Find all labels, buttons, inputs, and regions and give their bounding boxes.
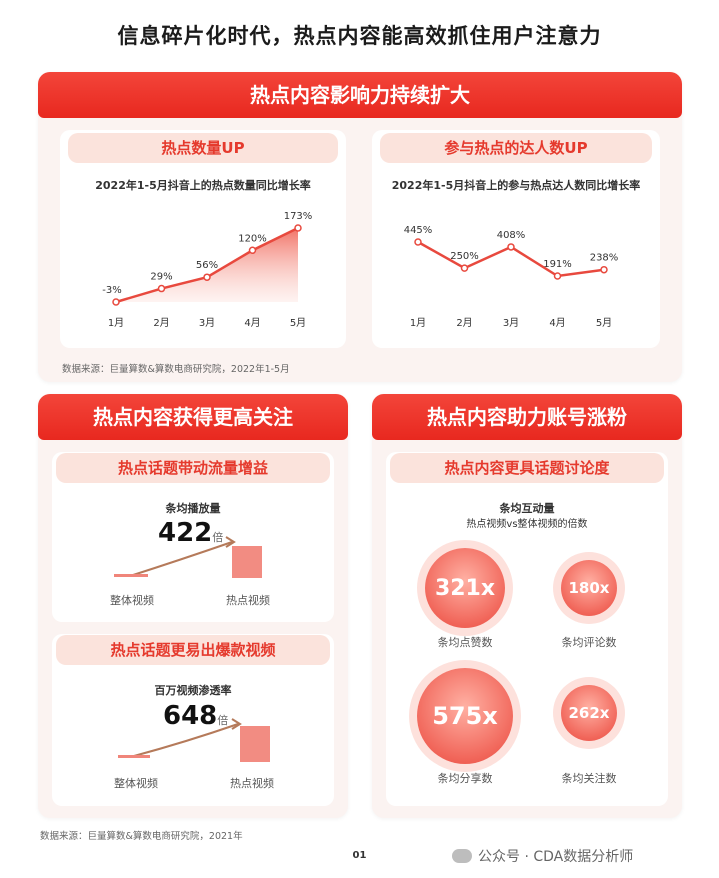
page-number: 01: [352, 850, 367, 861]
x-tick-label: 3月: [503, 317, 519, 329]
wechat-icon: [452, 849, 472, 863]
comment-label: 条均评论数: [561, 636, 617, 649]
data-label: 29%: [150, 272, 172, 283]
left-chart: -3% 1月 29% 2月 56% 3月 120% 4月 173% 5月: [102, 211, 313, 329]
data-label: 408%: [497, 230, 526, 241]
data-label: 120%: [238, 233, 267, 244]
data-label: 191%: [543, 259, 572, 270]
traffic-right-label: 热点视频: [226, 594, 270, 607]
data-label: 238%: [590, 253, 619, 264]
left-chart-header: 热点数量UP: [68, 133, 338, 163]
viral-graphic: [118, 718, 270, 762]
data-label: -3%: [102, 285, 121, 296]
right-chart-title: 2022年1-5月抖音上的参与热点达人数同比增长率: [391, 179, 641, 192]
traffic-left-label: 整体视频: [110, 594, 154, 607]
viral-multiple-unit: 倍: [217, 714, 229, 727]
share-value: 575x: [432, 702, 498, 730]
source-bottom: 数据来源：巨量算数&算数电商研究院，2021年: [40, 831, 243, 842]
data-point: [414, 238, 422, 246]
comment-circle: 180x: [561, 560, 617, 616]
follow-value: 262x: [568, 704, 610, 722]
x-tick-label: 2月: [456, 317, 472, 329]
watermark: 公众号 · CDA数据分析师: [452, 846, 633, 866]
traffic-multiple-unit: 倍: [212, 531, 224, 544]
x-tick-label: 2月: [153, 317, 169, 329]
interaction-metric: 条均互动量: [499, 502, 555, 515]
page-title: 信息碎片化时代，热点内容能高效抓住用户注意力: [117, 24, 602, 48]
like-label: 条均点赞数: [437, 636, 493, 649]
data-point: [203, 273, 211, 281]
follow-circle: 262x: [561, 685, 617, 741]
traffic-graphic: [114, 536, 262, 578]
data-point: [507, 243, 515, 251]
data-label: 250%: [450, 251, 479, 262]
data-label: 173%: [284, 211, 313, 222]
share-label: 条均分享数: [437, 772, 493, 785]
follow-label: 条均关注数: [561, 772, 617, 785]
data-point: [248, 246, 257, 255]
interaction-header: 热点内容更具话题讨论度: [390, 453, 664, 483]
viral-multiple: 648倍: [163, 701, 228, 731]
right-chart: 445% 1月 250% 2月 408% 3月 191% 4月 238% 5月: [404, 225, 619, 329]
source-top: 数据来源：巨量算数&算数电商研究院，2022年1-5月: [62, 364, 290, 375]
right-chart-header: 参与热点的达人数UP: [380, 133, 652, 163]
area-fill: [116, 228, 298, 302]
x-tick-label: 4月: [549, 317, 565, 329]
data-point: [553, 272, 562, 280]
data-label: 445%: [404, 225, 433, 236]
left-chart-card: [60, 130, 346, 348]
traffic-header: 热点话题带动流量增益: [56, 453, 330, 483]
share-circle: 575x: [417, 668, 513, 764]
viral-left-label: 整体视频: [114, 777, 158, 790]
data-point: [600, 265, 608, 274]
x-tick-label: 5月: [596, 317, 612, 329]
data-point: [294, 224, 302, 232]
viral-header: 热点话题更易出爆款视频: [56, 635, 330, 665]
mid-right-banner: 热点内容助力账号涨粉: [372, 394, 682, 440]
data-point: [112, 298, 120, 306]
left-chart-title: 2022年1-5月抖音上的热点数量同比增长率: [95, 179, 311, 192]
viral-metric: 百万视频渗透率: [154, 684, 232, 697]
x-tick-label: 1月: [410, 317, 426, 329]
data-label: 56%: [196, 260, 218, 271]
data-point: [460, 264, 469, 272]
comment-value: 180x: [568, 579, 610, 597]
mid-left-banner: 热点内容获得更高关注: [38, 394, 348, 440]
x-tick-label: 3月: [199, 317, 215, 329]
interaction-metric-sub: 热点视频vs整体视频的倍数: [466, 519, 588, 530]
data-point: [157, 284, 166, 293]
top-banner: 热点内容影响力持续扩大: [38, 72, 682, 118]
watermark-text: 公众号 · CDA数据分析师: [478, 849, 634, 865]
x-tick-label: 1月: [108, 317, 124, 329]
x-tick-label: 4月: [244, 317, 260, 329]
viral-right-label: 热点视频: [230, 777, 274, 790]
x-tick-label: 5月: [290, 317, 306, 329]
traffic-multiple-value: 422: [158, 518, 213, 548]
traffic-metric: 条均播放量: [165, 502, 221, 515]
traffic-multiple: 422倍: [158, 518, 223, 548]
viral-multiple-value: 648: [163, 701, 218, 731]
like-value: 321x: [434, 575, 496, 601]
like-circle: 321x: [425, 548, 505, 628]
